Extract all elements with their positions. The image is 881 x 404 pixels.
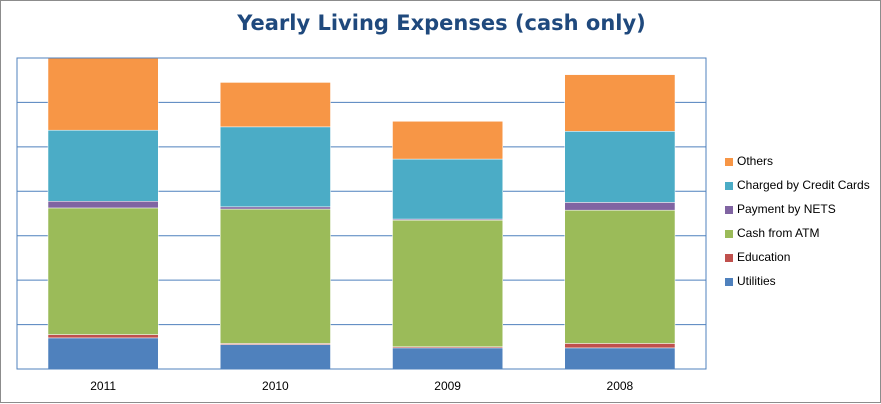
bar-segment (564, 202, 676, 211)
legend-label: Charged by Credit Cards (737, 178, 870, 192)
bar-segment (47, 57, 159, 131)
bar-segment (220, 206, 331, 210)
bar-segment (220, 208, 331, 344)
x-axis-tick-labels: 2011 2010 2009 2008 (90, 379, 633, 393)
bar-segment (47, 201, 159, 209)
x-tick-label: 2009 (434, 379, 461, 393)
legend-label: Payment by NETS (737, 202, 836, 216)
bar-segment (47, 337, 159, 370)
legend-swatch (725, 182, 733, 190)
legend-label: Education (737, 250, 791, 264)
bar-segment (564, 343, 676, 349)
bar-segment (220, 344, 331, 370)
x-tick-label: 2011 (90, 379, 116, 393)
legend-label: Others (737, 154, 774, 168)
plot-border (16, 57, 707, 370)
bar-segment (564, 74, 676, 132)
bar-segment (564, 347, 676, 370)
x-tick-label: 2010 (262, 379, 289, 393)
bar-segment (47, 334, 159, 339)
legend-swatch (725, 278, 733, 286)
bar-segment (392, 121, 503, 160)
chart-title: Yearly Living Expenses (cash only) (237, 11, 646, 35)
bar-segment (392, 219, 503, 348)
legend-swatch (725, 206, 733, 214)
legend-label: Utilities (737, 274, 776, 288)
bar-segment (220, 126, 331, 208)
legend-swatch (725, 158, 733, 166)
legend-swatch (725, 230, 733, 238)
bars (47, 57, 676, 370)
bar-segment (564, 209, 676, 344)
bar-segment (47, 129, 159, 202)
bar-segment (47, 207, 159, 335)
bar-segment (392, 347, 503, 370)
legend-swatch (725, 254, 733, 262)
bar-segment (220, 82, 331, 128)
legend-label: Cash from ATM (737, 226, 820, 240)
bar-segment (564, 131, 676, 203)
bar-segment (392, 158, 503, 220)
x-tick-label: 2008 (607, 379, 634, 393)
